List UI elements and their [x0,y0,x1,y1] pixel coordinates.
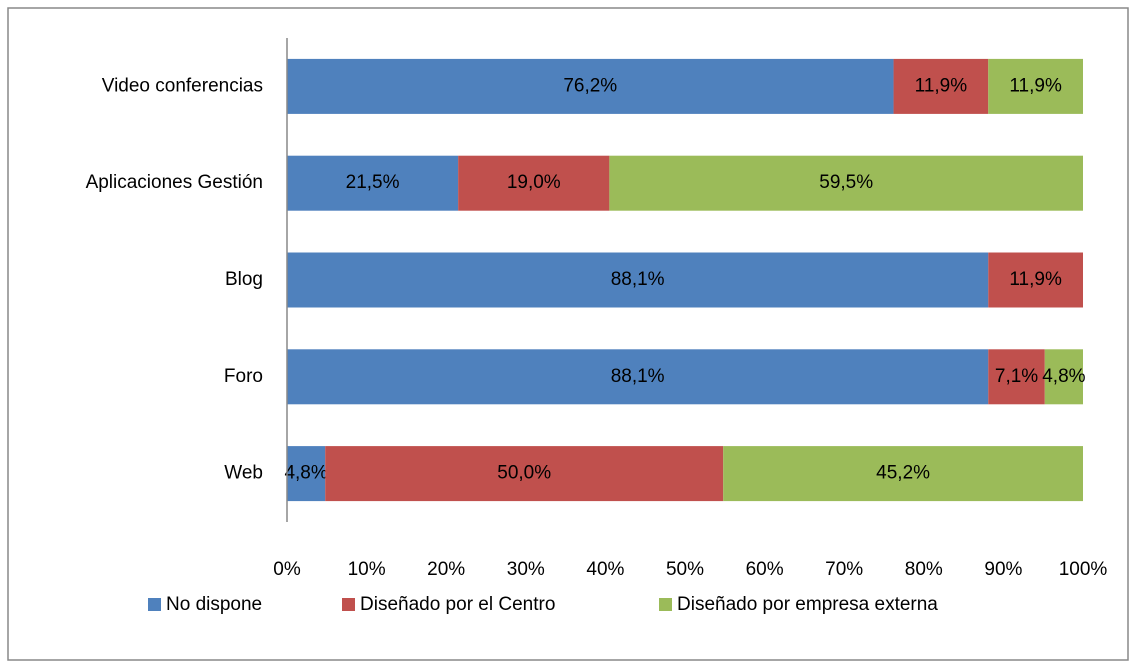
x-tick-label: 0% [273,559,301,580]
bar-segment [893,58,989,114]
x-tick-label: 80% [905,559,943,580]
bar-segment [287,155,459,211]
bar-segment [988,58,1083,114]
x-tick-label: 20% [427,559,465,580]
legend-swatch [342,598,355,611]
y-tick-label: Video conferencias [102,75,263,96]
data-label: 76,2% [563,75,617,96]
data-label: 11,9% [1009,75,1062,96]
data-label: 21,5% [346,172,400,193]
x-tick-label: 10% [348,559,386,580]
legend-label: No dispone [166,594,262,615]
data-label: 45,2% [876,463,930,484]
data-label: 59,5% [819,172,873,193]
legend-label: Diseñado por empresa externa [677,594,938,615]
bar-segment [458,155,610,211]
bar-segment [287,446,326,502]
x-tick-label: 30% [507,559,545,580]
y-tick-label: Web [224,463,263,484]
x-tick-label: 70% [825,559,863,580]
data-label: 50,0% [497,463,551,484]
bar-segment [287,252,989,308]
x-tick-label: 60% [746,559,784,580]
x-tick-label: 100% [1059,559,1108,580]
bar-segment [988,349,1045,405]
bar-segment [988,252,1083,308]
legend-label: Diseñado por el Centro [360,594,555,615]
bar-segment [609,155,1083,211]
data-label: 4,8% [1042,366,1085,387]
x-tick-label: 40% [586,559,624,580]
data-label: 11,9% [915,75,968,96]
x-tick-label: 90% [984,559,1022,580]
y-tick-label: Aplicaciones Gestión [86,172,263,193]
data-label: 88,1% [611,269,665,290]
bar-segment [287,349,989,405]
bar-segment [723,446,1083,502]
y-tick-label: Blog [225,269,263,290]
chart-frame [7,7,1129,661]
data-label: 88,1% [611,366,665,387]
bar-segment [325,446,724,502]
legend-swatch [148,598,161,611]
data-label: 19,0% [507,172,561,193]
data-label: 7,1% [995,366,1038,387]
data-label: 4,8% [284,463,327,484]
x-tick-label: 50% [666,559,704,580]
data-label: 11,9% [1009,269,1062,290]
bar-segment [287,58,894,114]
bar-segment [1044,349,1083,405]
y-tick-label: Foro [224,366,263,387]
legend-swatch [659,598,672,611]
